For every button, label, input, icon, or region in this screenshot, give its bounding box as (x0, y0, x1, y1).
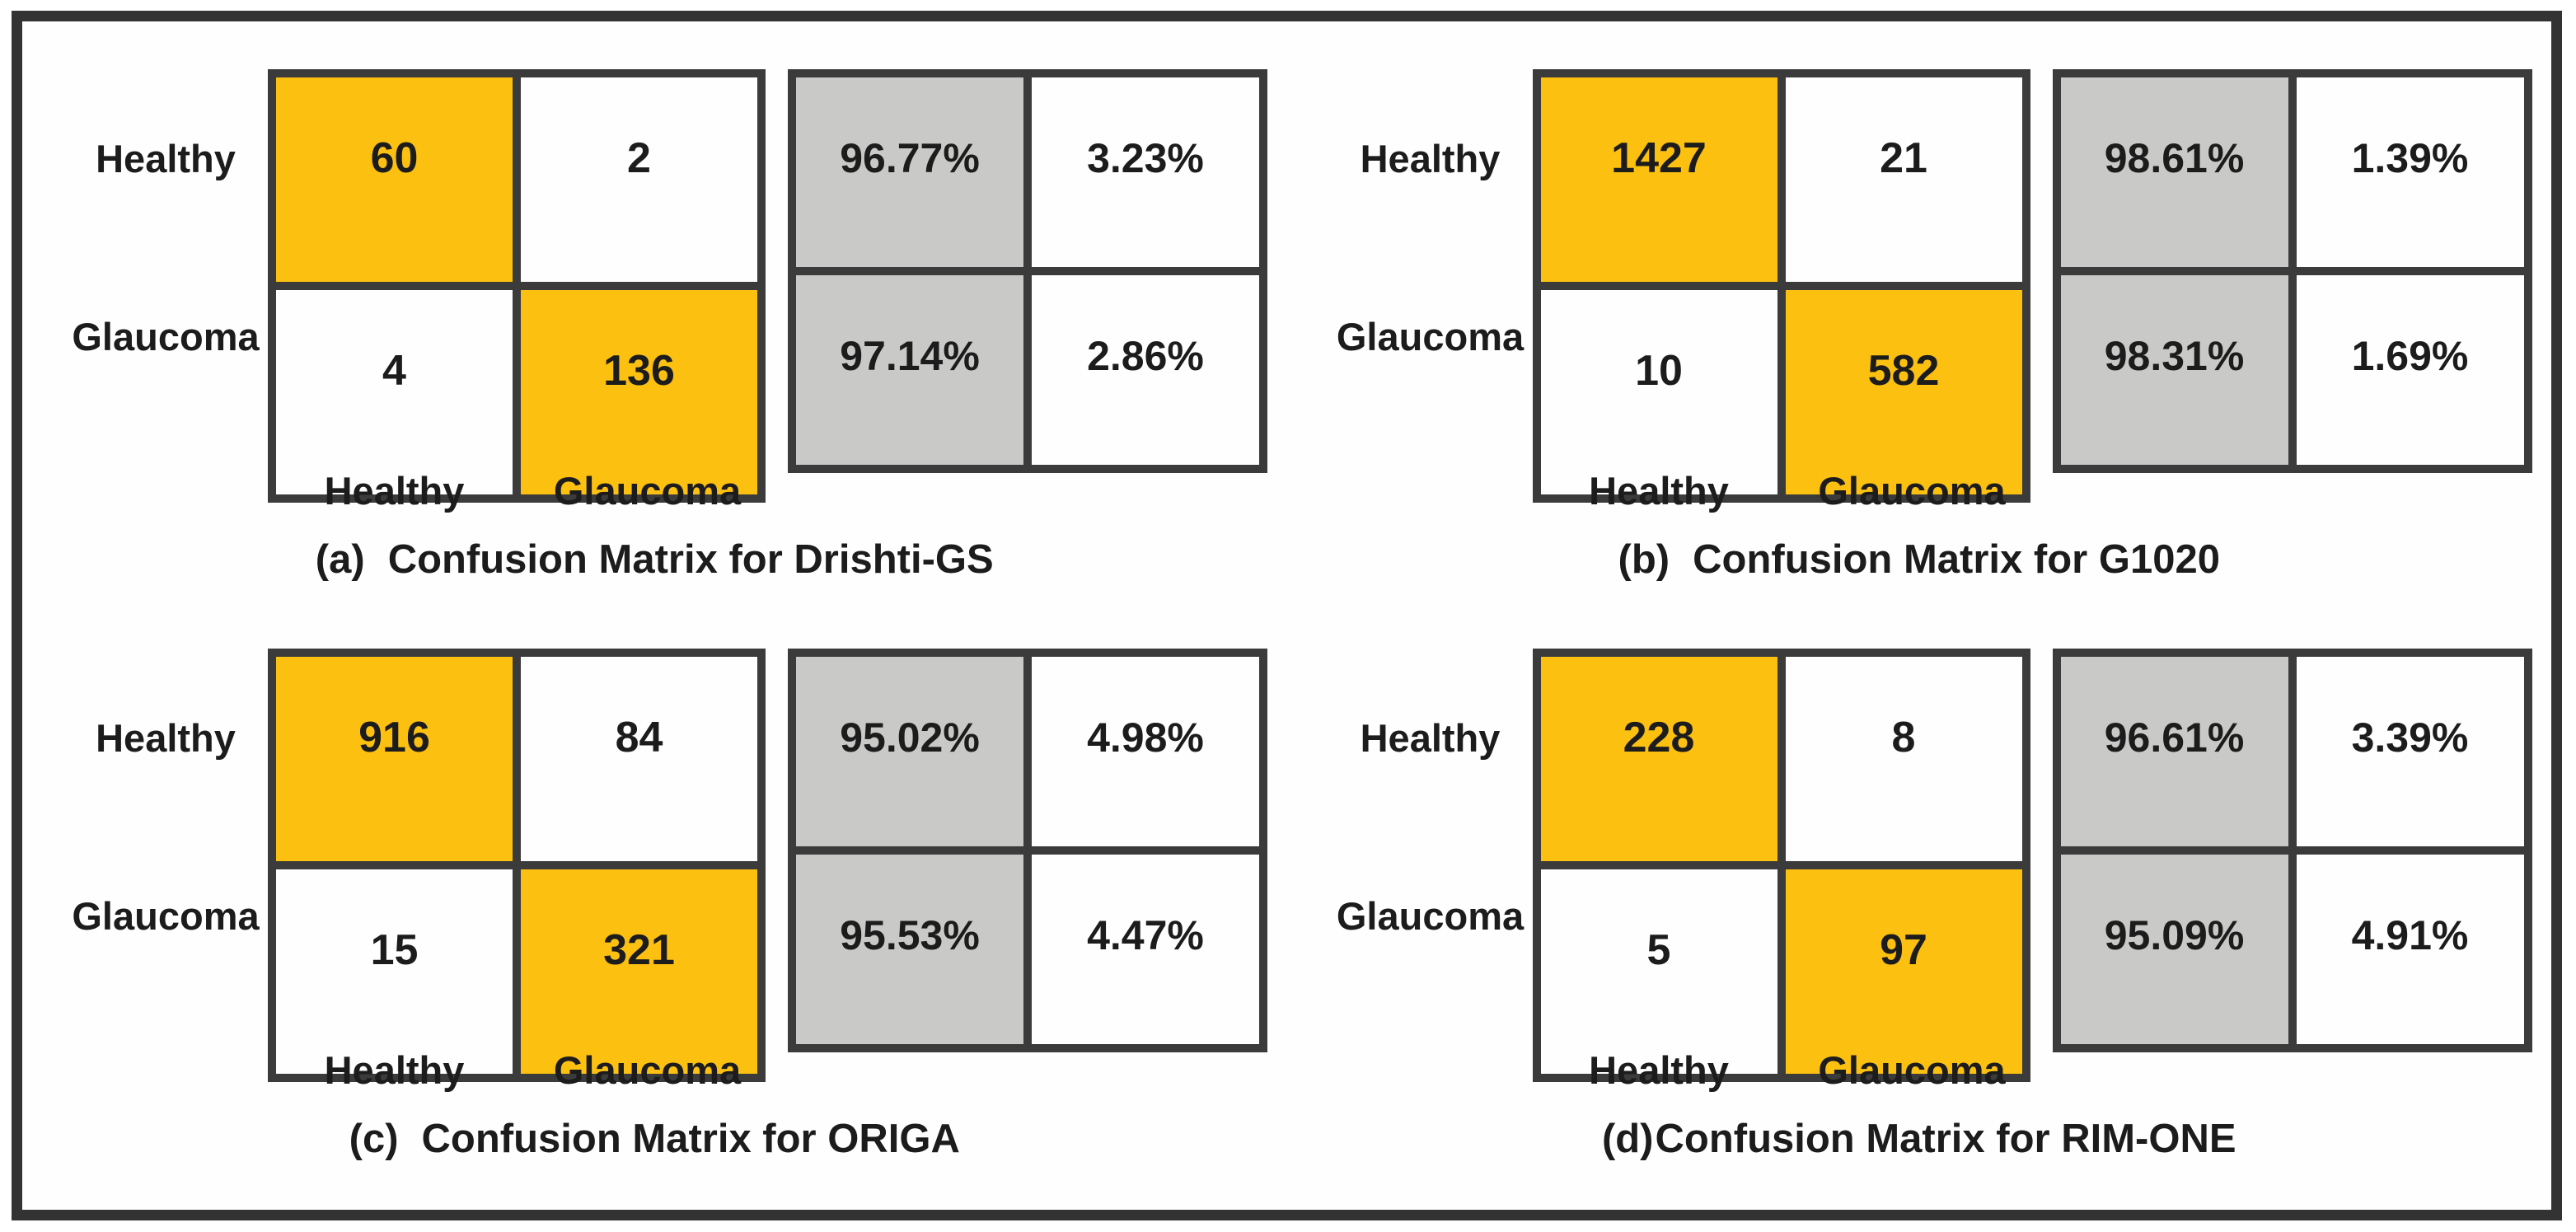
confusion-matrix-panel-origa: Healthy Glaucoma 916 84 15 321 95.02% (22, 616, 1287, 1210)
count-cell-fp: 21 (1777, 69, 2030, 290)
percent-cell: 95.09% (2052, 846, 2297, 1052)
panel-caption: (c) Confusion Matrix for ORIGA (22, 1116, 1287, 1162)
count-cell-tn: 916 (268, 649, 521, 869)
count-cell-fp: 84 (513, 649, 766, 869)
matrix-row: Healthy Glaucoma 60 2 4 136 96.77% (22, 69, 1287, 503)
caption-text: Confusion Matrix for ORIGA (421, 1117, 960, 1161)
caption-letter: (b) (1618, 537, 1670, 582)
count-cell-fn: 10 (1532, 282, 1786, 503)
percent-matrix: 96.77% 3.23% 97.14% 2.86% (788, 69, 1267, 473)
count-cell-fn: 5 (1532, 861, 1786, 1082)
row-label-glaucoma: Glaucoma (1336, 893, 1525, 938)
row-label-healthy: Healthy (96, 715, 236, 760)
percent-cell: 95.53% (788, 846, 1032, 1052)
caption-text: Confusion Matrix for G1020 (1693, 537, 2220, 582)
col-label-glaucoma: Glaucoma (553, 1048, 742, 1092)
row-labels: Healthy Glaucoma (1335, 69, 1526, 425)
col-label-glaucoma: Glaucoma (553, 469, 742, 513)
count-cell-tn: 60 (268, 69, 521, 290)
panel-caption: (d) Confusion Matrix for RIM-ONE (1287, 1116, 2552, 1162)
column-labels: Healthy Glaucoma (268, 468, 774, 513)
percent-cell: 4.91% (2288, 846, 2532, 1052)
count-cell-tp: 321 (513, 861, 766, 1082)
percent-cell: 96.77% (788, 69, 1032, 275)
row-label-healthy: Healthy (96, 136, 236, 180)
col-label-healthy: Healthy (1589, 1048, 1729, 1092)
row-labels: Healthy Glaucoma (70, 69, 261, 425)
percent-cell: 2.86% (1023, 267, 1267, 473)
column-labels: Healthy Glaucoma (1533, 1047, 2039, 1093)
panel-caption: (a) Confusion Matrix for Drishti-GS (22, 536, 1287, 583)
column-labels: Healthy Glaucoma (1533, 468, 2039, 513)
caption-text: Confusion Matrix for RIM-ONE (1655, 1117, 2236, 1161)
count-cell-tp: 97 (1777, 861, 2030, 1082)
row-labels: Healthy Glaucoma (70, 649, 261, 1005)
row-label-healthy: Healthy (1360, 715, 1501, 760)
caption-letter: (a) (315, 537, 365, 582)
percent-cell: 3.23% (1023, 69, 1267, 275)
count-cell-fp: 2 (513, 69, 766, 290)
percent-cell: 4.47% (1023, 846, 1267, 1052)
col-label-glaucoma: Glaucoma (1818, 1048, 2006, 1092)
matrix-row: Healthy Glaucoma 916 84 15 321 95.02% (22, 649, 1287, 1082)
col-label-healthy: Healthy (1589, 469, 1729, 513)
percent-cell: 95.02% (788, 649, 1032, 855)
percent-matrix: 96.61% 3.39% 95.09% 4.91% (2052, 649, 2532, 1052)
figure-frame: Healthy Glaucoma 60 2 4 136 96.77% (12, 11, 2562, 1220)
percent-cell: 3.39% (2288, 649, 2532, 855)
count-cell-tp: 136 (513, 282, 766, 503)
count-cell-tn: 228 (1532, 649, 1786, 869)
caption-text: Confusion Matrix for Drishti-GS (387, 537, 994, 582)
matrix-row: Healthy Glaucoma 228 8 5 97 96.61% (1287, 649, 2552, 1082)
column-labels: Healthy Glaucoma (268, 1047, 774, 1093)
percent-cell: 97.14% (788, 267, 1032, 473)
count-cell-fp: 8 (1777, 649, 2030, 869)
col-label-healthy: Healthy (324, 1048, 465, 1092)
row-label-glaucoma: Glaucoma (72, 893, 260, 938)
count-matrix: 228 8 5 97 (1532, 649, 2030, 1082)
count-cell-tp: 582 (1777, 282, 2030, 503)
confusion-matrix-panel-rim-one: Healthy Glaucoma 228 8 5 97 96.61% (1287, 616, 2552, 1210)
confusion-matrix-panel-g1020: Healthy Glaucoma 1427 21 10 582 98.61% (1287, 21, 2552, 616)
count-matrix: 60 2 4 136 (268, 69, 766, 503)
count-matrix: 1427 21 10 582 (1532, 69, 2030, 503)
col-label-healthy: Healthy (324, 469, 465, 513)
matrix-row: Healthy Glaucoma 1427 21 10 582 98.61% (1287, 69, 2552, 503)
row-label-glaucoma: Glaucoma (72, 314, 260, 358)
confusion-matrix-panel-drishti-gs: Healthy Glaucoma 60 2 4 136 96.77% (22, 21, 1287, 616)
count-cell-tn: 1427 (1532, 69, 1786, 290)
caption-letter: (c) (349, 1117, 399, 1161)
count-matrix: 916 84 15 321 (268, 649, 766, 1082)
row-labels: Healthy Glaucoma (1335, 649, 1526, 1005)
percent-cell: 98.61% (2052, 69, 2297, 275)
row-label-glaucoma: Glaucoma (1336, 314, 1525, 358)
count-cell-fn: 15 (268, 861, 521, 1082)
panel-caption: (b) Confusion Matrix for G1020 (1287, 536, 2552, 583)
row-label-healthy: Healthy (1360, 136, 1501, 180)
count-cell-fn: 4 (268, 282, 521, 503)
percent-cell: 1.69% (2288, 267, 2532, 473)
percent-cell: 96.61% (2052, 649, 2297, 855)
caption-letter: (d) (1601, 1117, 1654, 1161)
percent-cell: 4.98% (1023, 649, 1267, 855)
percent-cell: 98.31% (2052, 267, 2297, 473)
percent-matrix: 95.02% 4.98% 95.53% 4.47% (788, 649, 1267, 1052)
percent-cell: 1.39% (2288, 69, 2532, 275)
col-label-glaucoma: Glaucoma (1818, 469, 2006, 513)
percent-matrix: 98.61% 1.39% 98.31% 1.69% (2052, 69, 2532, 473)
